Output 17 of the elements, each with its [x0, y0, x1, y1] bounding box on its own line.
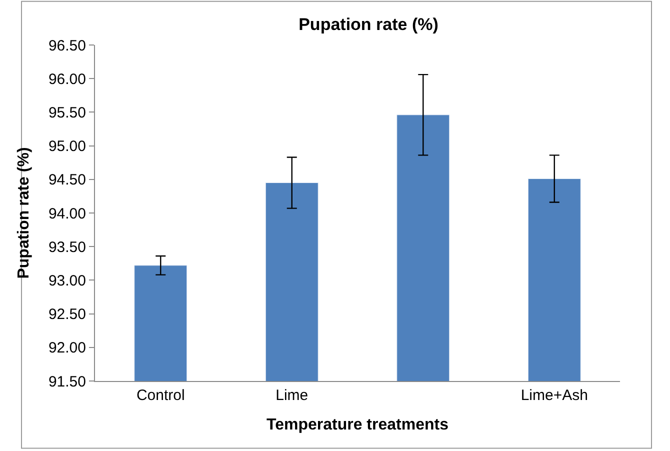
y-axis-title: Pupation rate (%) [15, 147, 32, 279]
y-tick-label: 92.50 [48, 306, 86, 324]
chart-title: Pupation rate (%) [298, 14, 438, 34]
y-tick-label: 92.00 [48, 340, 86, 357]
y-tick-label: 94.50 [48, 172, 86, 189]
y-tick-label: 93.50 [48, 238, 86, 256]
y-tick-label: 96.00 [48, 70, 86, 88]
y-tick-label: 95.50 [48, 104, 86, 122]
x-tick-label: Control [136, 387, 185, 404]
y-tick-label: 93.00 [48, 272, 86, 290]
y-tick-label: 94.00 [48, 205, 86, 222]
x-axis-title: Temperature treatments [266, 416, 449, 434]
y-tick-label: 95.00 [48, 138, 86, 156]
y-tick-label: 96.50 [48, 37, 86, 54]
y-tick-label: 91.50 [48, 373, 86, 390]
x-tick-label: Lime [276, 387, 308, 404]
x-tick-label: Lime+Ash [520, 387, 588, 404]
